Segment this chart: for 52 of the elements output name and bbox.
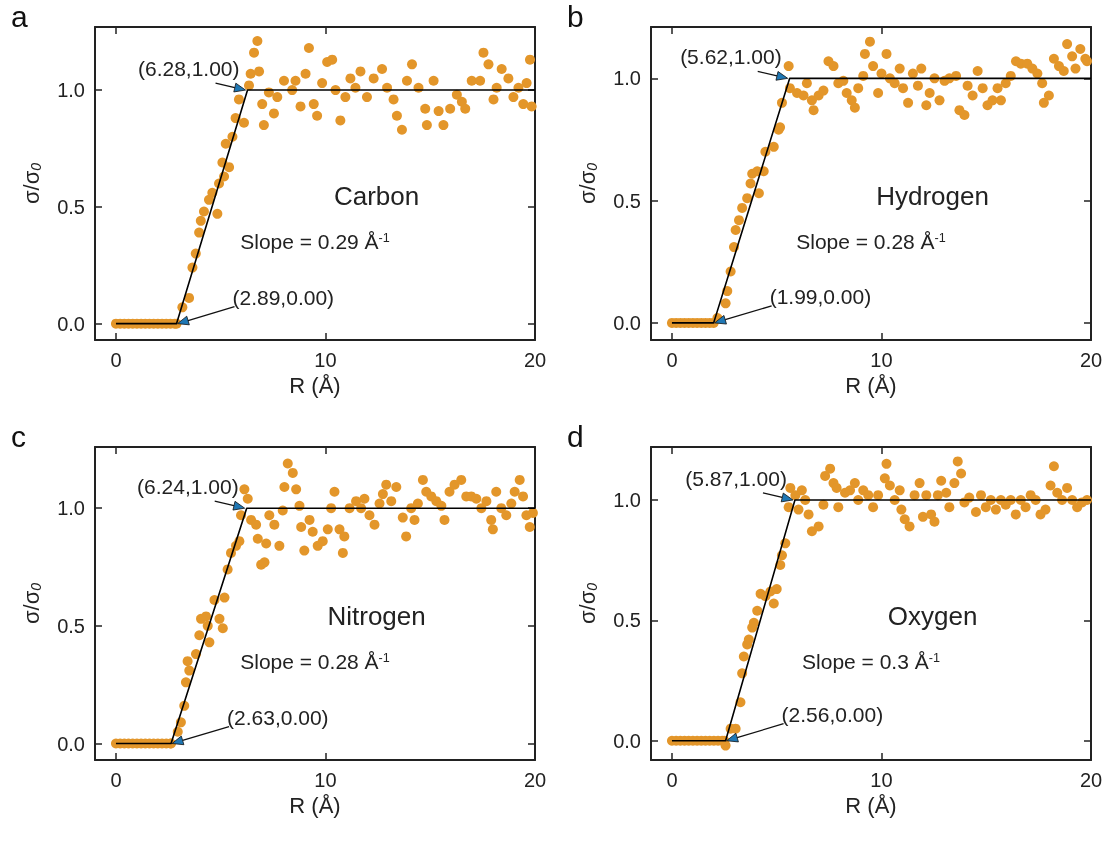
annotation: (5.62,1.00) [680, 45, 782, 69]
x-tick-label: 10 [870, 349, 893, 371]
chart-title: b [567, 0, 584, 33]
x-axis-title: R (Å) [289, 373, 341, 399]
annotation: Slope = 0.29 Å$^{-1}$ [240, 230, 390, 254]
x-tick-label: 20 [523, 349, 547, 371]
annotation: Nitrogen [327, 601, 426, 632]
x-tick-label: 20 [1079, 769, 1103, 791]
x-tick-label: 10 [314, 349, 337, 371]
x-tick-label: 0 [110, 769, 122, 791]
y-axis-title: σ/σ0 [18, 162, 44, 205]
y-tick-label: 1.0 [613, 488, 641, 511]
y-tick-label: 0.5 [57, 195, 85, 218]
annotation: Slope = 0.28 Å$^{-1}$ [240, 650, 390, 674]
y-tick-label: 0.5 [613, 189, 641, 212]
x-axis-title: R (Å) [289, 793, 341, 819]
x-tick-label: 20 [1079, 349, 1103, 371]
annotation: Carbon [333, 181, 420, 212]
annotation: (6.24,1.00) [137, 475, 239, 499]
annotation: (2.63,0.00) [227, 705, 329, 729]
annotation: (2.89,0.00) [232, 285, 335, 309]
chart-title: d [567, 419, 584, 453]
annotation: (1.99,0.00) [769, 284, 872, 308]
x-axis-title: R (Å) [845, 793, 897, 819]
x-tick-label: 0 [666, 769, 678, 791]
annotation: (5.87,1.00) [685, 466, 787, 490]
x-tick-label: 10 [314, 769, 337, 791]
y-tick-label: 0.0 [57, 312, 85, 335]
x-tick-label: 10 [870, 769, 893, 791]
chart-title: a [11, 0, 28, 33]
x-tick-label: 20 [523, 769, 547, 791]
y-axis-title: σ/σ0 [574, 162, 600, 205]
y-tick-label: 0.0 [57, 732, 85, 755]
annotation: (6.28,1.00) [137, 57, 240, 81]
annotation: Slope = 0.28 Å$^{-1}$ [796, 230, 946, 254]
y-tick-label: 0.0 [613, 729, 641, 752]
x-axis-title: R (Å) [845, 373, 897, 399]
y-tick-label: 0.0 [613, 311, 641, 334]
chart-title: c [11, 419, 26, 453]
x-tick-label: 0 [666, 349, 678, 371]
y-tick-label: 1.0 [57, 497, 85, 520]
annotation: Slope = 0.3 Å$^{-1}$ [802, 650, 940, 674]
annotation: Hydrogen [876, 181, 989, 212]
y-tick-label: 1.0 [613, 67, 641, 90]
annotation: Oxygen [887, 601, 978, 632]
y-axis-title: σ/σ0 [18, 582, 44, 625]
x-tick-label: 0 [110, 349, 122, 371]
annotation: (2.56,0.00) [781, 702, 884, 726]
y-tick-label: 0.5 [613, 609, 641, 632]
y-tick-label: 1.0 [57, 79, 85, 102]
y-tick-label: 0.5 [57, 614, 85, 637]
y-axis-title: σ/σ0 [574, 582, 600, 625]
